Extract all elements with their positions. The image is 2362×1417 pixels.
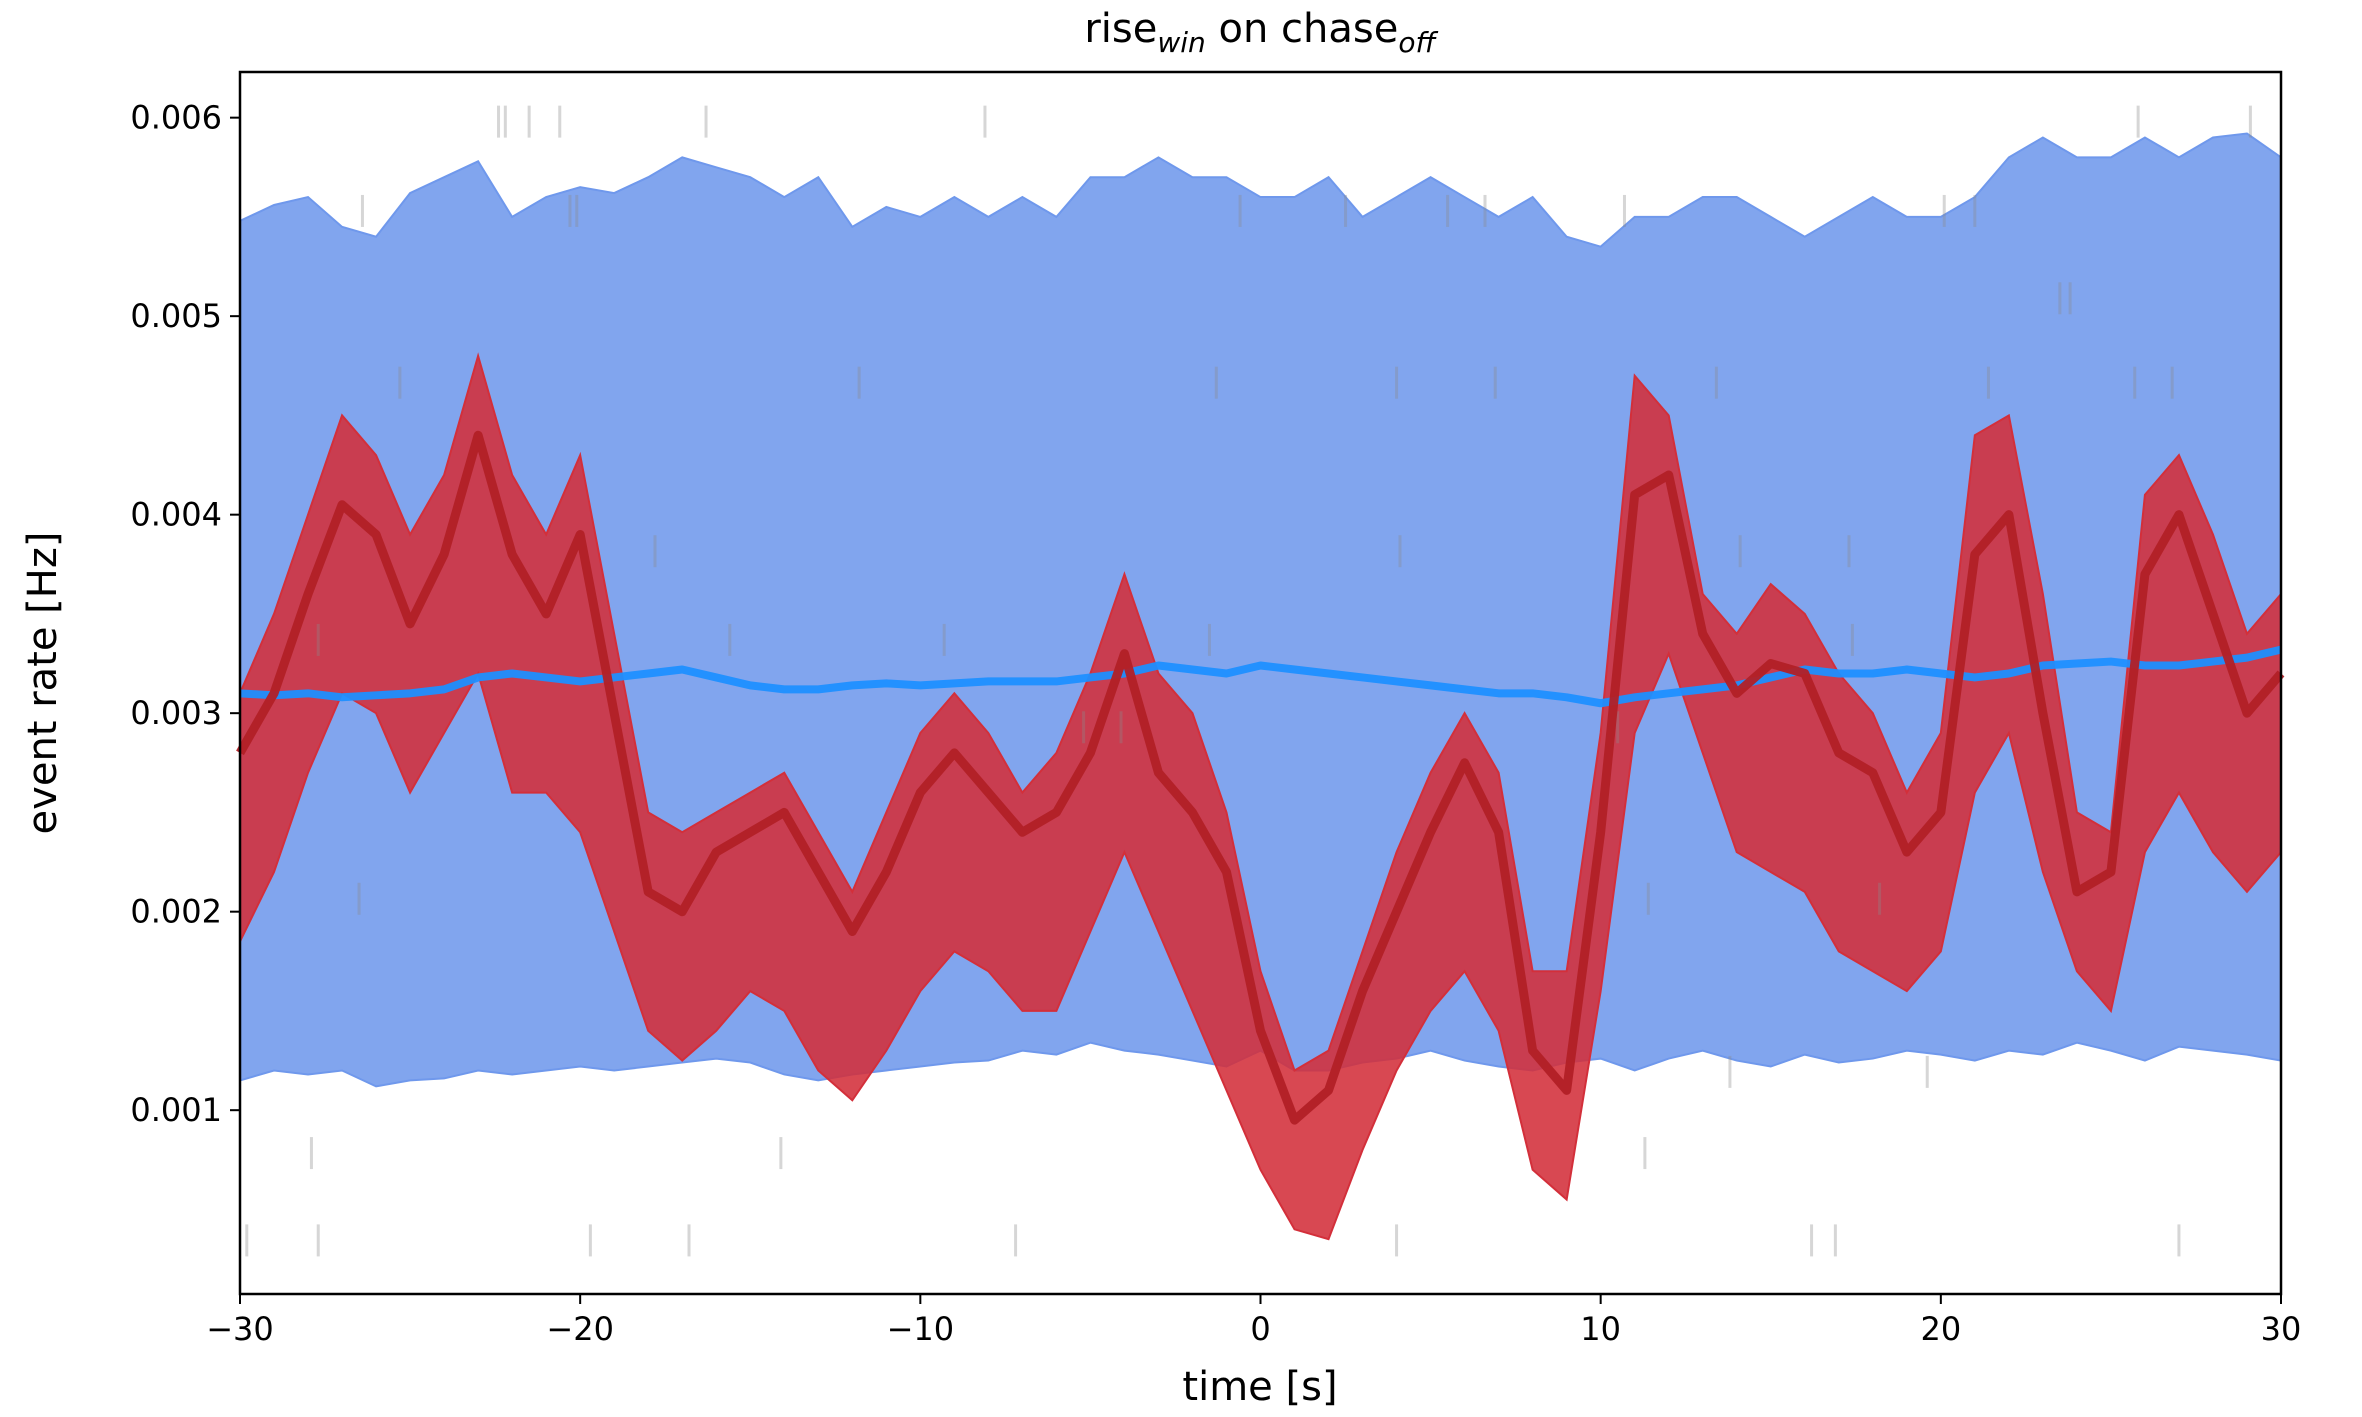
title-part: rise <box>1084 6 1157 52</box>
y-axis-label: event rate [Hz] <box>20 532 66 835</box>
x-axis-label: time [s] <box>1182 1364 1337 1410</box>
title-sub: win <box>1157 26 1205 59</box>
title-sub: off <box>1398 26 1438 59</box>
x-tick-label: 0 <box>1250 1310 1270 1348</box>
y-tick-label: 0.004 <box>130 496 222 534</box>
y-tick-label: 0.001 <box>130 1091 222 1129</box>
x-tick-label: 30 <box>2261 1310 2302 1348</box>
mean-line <box>236 430 2285 1125</box>
y-tick-label: 0.006 <box>130 99 222 137</box>
title-part: on chase <box>1206 6 1399 52</box>
x-tick-label: −30 <box>206 1310 274 1348</box>
x-tick-label: −20 <box>546 1310 614 1348</box>
mean-line <box>239 645 2282 708</box>
x-tick-label: 10 <box>1580 1310 1621 1348</box>
y-tick-label: 0.003 <box>130 694 222 732</box>
chart-title: risewin on chaseoff <box>1084 6 1438 59</box>
y-tick-label: 0.002 <box>130 893 222 931</box>
x-tick-label: 20 <box>1920 1310 1961 1348</box>
y-tick-label: 0.005 <box>130 297 222 335</box>
x-tick-label: −10 <box>887 1310 955 1348</box>
